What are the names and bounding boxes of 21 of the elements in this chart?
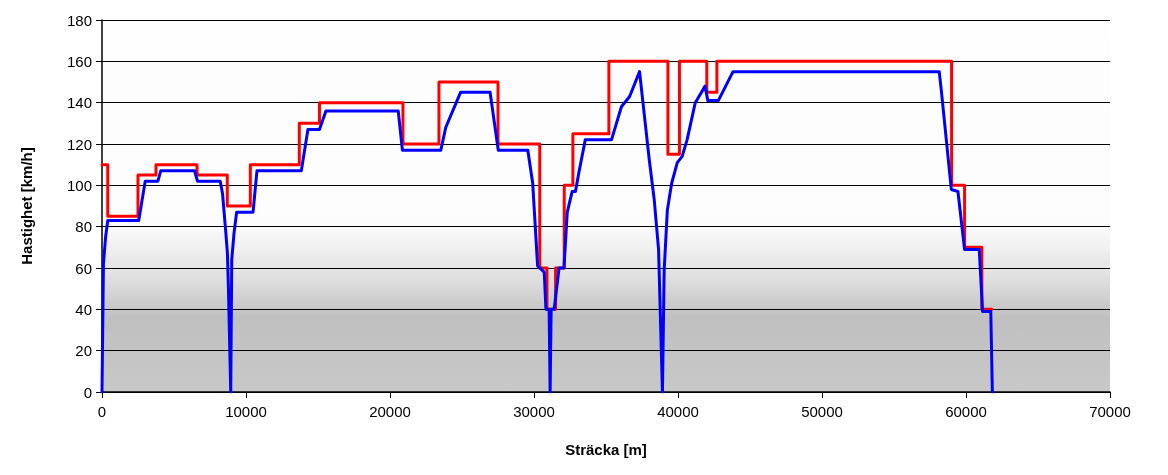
x-axis-title: Sträcka [m]	[565, 441, 647, 458]
x-tick-label: 50000	[801, 403, 843, 420]
y-tick-label: 100	[66, 176, 92, 194]
x-tick-label: 30000	[513, 403, 555, 420]
x-tick-label: 70000	[1089, 403, 1131, 420]
y-tick-label: 140	[66, 94, 92, 112]
y-tick-label: 160	[66, 52, 92, 70]
y-tick-label: 60	[75, 259, 92, 277]
x-tick-label: 20000	[369, 403, 411, 420]
x-tick-label: 10000	[225, 403, 267, 420]
y-tick-label: 20	[75, 342, 92, 360]
y-tick-label: 120	[66, 135, 92, 153]
x-tick-label: 40000	[657, 403, 699, 420]
line-series	[100, 70, 994, 394]
x-tick-label: 60000	[945, 403, 987, 420]
y-tick-label: 0	[83, 383, 92, 401]
y-axis-title: Hastighet [km/h]	[18, 147, 35, 265]
x-tick-label: 0	[97, 403, 107, 420]
y-tick-label: 40	[75, 300, 92, 318]
y-tick-label: 80	[75, 218, 92, 236]
y-tick-label: 180	[66, 11, 92, 29]
